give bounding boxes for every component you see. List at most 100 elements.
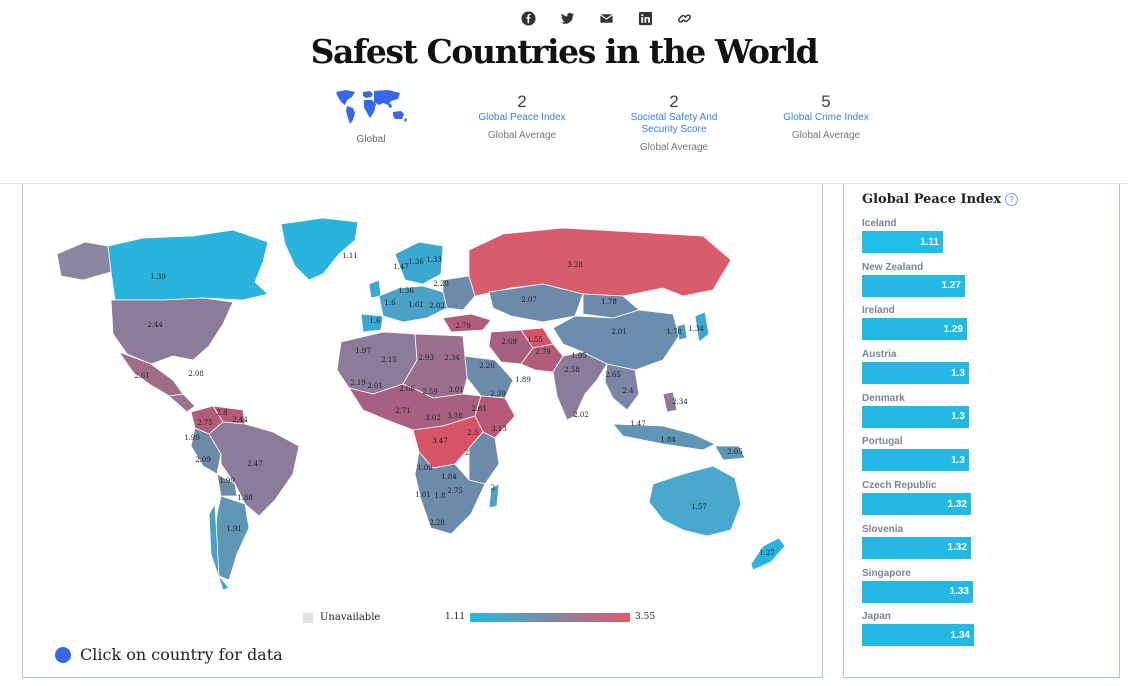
map-value-label: 1.89 [515,376,531,384]
map-value-label: 2.4 [622,387,634,395]
ranking-item[interactable]: Singapore 1.33 [862,568,1102,612]
map-value-label: 2.39 [490,390,506,398]
map-value-label: 3.13 [491,425,507,433]
ranking-bar[interactable]: 1.33 [862,580,973,603]
region-southern-africa[interactable] [414,451,486,535]
ranking-bar[interactable]: 1.3 [862,449,969,472]
region-chile[interactable] [208,502,230,591]
map-value-label: 2.58 [564,366,580,374]
map-value-label: 1.57 [691,503,707,511]
map-value-label: 1.47 [630,420,646,428]
info-icon[interactable]: ? [1005,193,1019,206]
ranking-item[interactable]: Slovenia 1.32 [862,524,1102,568]
map-value-label: 2.69 [501,338,517,346]
map-value-label: 3.02 [425,414,441,422]
ranking-bar[interactable]: 1.11 [862,231,943,253]
map-value-label: 2.59 [422,388,438,396]
ranking-country-name: Austria [862,349,897,361]
map-value-label: 1.6 [369,317,381,325]
map-value-label: 1.61 [408,301,424,309]
ranking-bar[interactable]: 1.29 [862,318,967,341]
map-value-label: 2.71 [395,407,411,415]
map-value-label: 1.6 [384,299,396,307]
map-value-label: 1.11 [342,252,358,260]
region-russia[interactable] [468,227,732,297]
map-value-label: 2.20 [433,280,449,288]
ranking-bar[interactable]: 1.32 [862,493,971,516]
map-value-label: 1.78 [601,298,617,306]
region-se-asia[interactable] [604,363,640,411]
map-value-label: 2.93 [418,354,434,362]
stat-crime-value: 5 [821,92,831,111]
region-usa[interactable] [110,297,234,365]
region-alaska[interactable] [56,241,112,281]
map-value-label: 1.27 [759,549,775,557]
region-png[interactable] [714,445,746,461]
stat-societal-link[interactable]: Societal Safety And Security Score [630,112,718,135]
world-map-icon [336,90,407,124]
region-iberia[interactable] [360,313,384,333]
stat-societal-value: 2 [669,92,679,111]
global-tile[interactable]: Global [332,88,410,145]
map-value-label: 2.20 [479,362,495,370]
region-bolivia[interactable] [216,473,238,497]
region-uk[interactable] [368,279,382,299]
ranking-country-name: Portugal [862,436,903,448]
region-brazil[interactable] [208,421,300,517]
ranking-item[interactable]: Czech Republic 1.32 [862,480,1102,524]
twitter-icon[interactable] [559,10,575,26]
ranking-country-name: Ireland [862,305,895,317]
region-central-america[interactable] [168,393,196,413]
ranking-title: Global Peace Index ? [862,192,1019,207]
ranking-title-text: Global Peace Index [862,192,1002,207]
map-value-label: 2.05 [727,448,743,456]
region-australia[interactable] [648,465,742,537]
ranking-item[interactable]: Austria 1.3 [862,349,1102,393]
region-scandinavia[interactable] [394,241,444,285]
ranking-bar[interactable]: 1.27 [862,274,965,297]
region-india[interactable] [552,351,608,421]
region-turkey[interactable] [442,313,492,333]
ranking-list: Iceland 1.11 New Zealand 1.27 Ireland 1.29 Aus… [862,218,1102,655]
map-value-label: 2.79 [455,322,471,330]
ranking-item[interactable]: Portugal 1.3 [862,436,1102,480]
stat-peace-link[interactable]: Global Peace Index [478,112,566,123]
map-panel: 1.39 1.11 1.47 1.36 1.33 3.28 2.20 1.36 2.07 1.78… [22,184,823,678]
region-argentina[interactable] [214,495,250,581]
ranking-bar[interactable]: 1.32 [862,536,971,559]
ranking-item[interactable]: Denmark 1.3 [862,393,1102,437]
map-value-label: 3.18 [447,412,463,420]
ranking-item[interactable]: Iceland 1.11 [862,218,1102,262]
stat-crime-link[interactable]: Global Crime Index [783,112,869,123]
ranking-bar[interactable]: 1.3 [862,362,969,385]
map-value-label: 2.66 [399,385,415,393]
link-icon[interactable] [676,10,692,26]
email-icon[interactable] [598,10,614,26]
legend-max: 3.55 [635,612,656,622]
region-canada[interactable] [107,229,269,301]
region-china[interactable] [552,309,680,371]
region-japan[interactable] [694,311,710,343]
region-greenland[interactable] [280,217,359,281]
unavailable-label: Unavailable [320,612,381,623]
map-value-label: 2.65 [605,371,621,379]
region-indonesia[interactable] [612,423,716,451]
ranking-item[interactable]: Japan 1.34 [862,611,1102,655]
linkedin-icon[interactable] [637,10,653,26]
region-philippines[interactable] [662,391,678,413]
region-new-zealand[interactable] [750,537,786,571]
facebook-icon[interactable] [520,10,536,26]
ranking-bar[interactable]: 1.34 [862,624,974,647]
ranking-item[interactable]: New Zealand 1.27 [862,262,1102,306]
header-divider [0,183,1128,184]
region-madagascar[interactable] [488,483,500,509]
region-kazakhstan[interactable] [488,283,584,323]
map-value-labels: 1.391.111.471.36 1.333.282.201.362.07 1.78… [134,252,775,557]
ranking-bar[interactable]: 1.3 [862,405,969,428]
world-map[interactable]: 1.391.111.471.36 1.333.282.201.362.07 1.78… [23,184,823,678]
map-value-label: 2.75 [447,487,463,495]
map-value-label: 2.34 [444,354,460,362]
region-korea[interactable] [676,323,688,341]
ranking-item[interactable]: Ireland 1.29 [862,305,1102,349]
map-value-label: 1.84 [441,473,457,481]
